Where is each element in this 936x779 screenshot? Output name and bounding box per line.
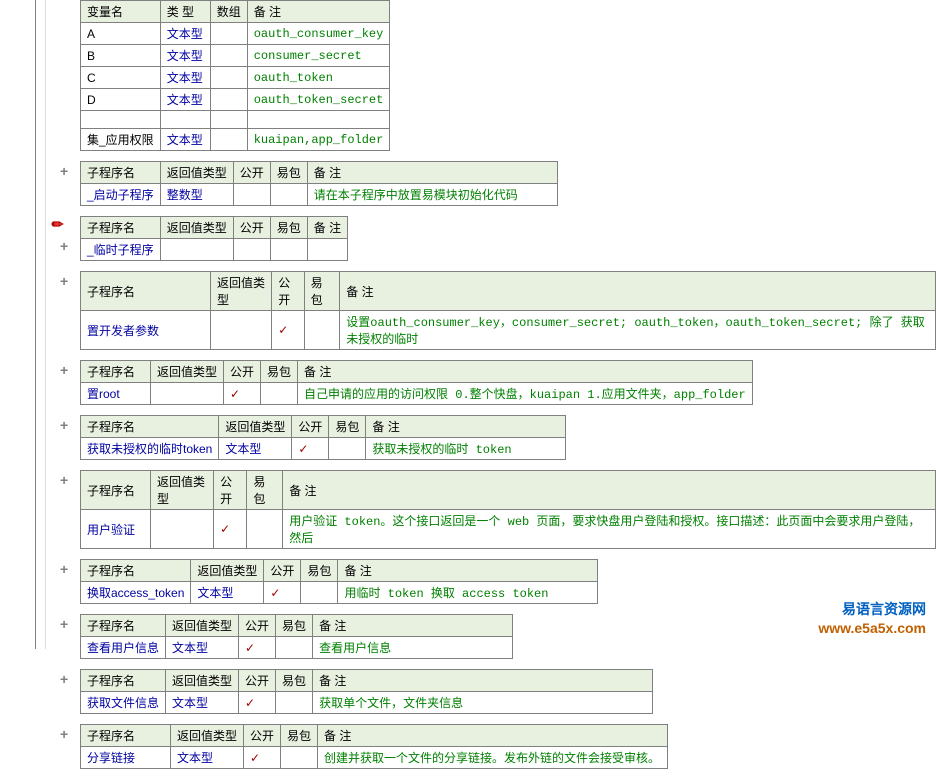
- table-row[interactable]: 获取文件信息文本型✓获取单个文件，文件夹信息: [81, 692, 653, 714]
- expand-icon[interactable]: +: [60, 236, 68, 256]
- watermark: 易语言资源网 www.e5a5x.com: [818, 600, 926, 639]
- expand-icon[interactable]: +: [60, 559, 68, 579]
- left-gutter: [0, 0, 30, 779]
- expand-icon[interactable]: +: [60, 271, 68, 291]
- subprocedure-block: + 子程序名返回值类型公开易包备 注 置开发者参数✓设置oauth_consum…: [80, 271, 936, 350]
- subprocedure-block: + 子程序名返回值类型公开易包备 注 分享链接文本型✓创建并获取一个文件的分享链…: [80, 724, 936, 769]
- variable-table: 变量名 类 型 数组 备 注 A文本型oauth_consumer_key B文…: [80, 0, 390, 151]
- content-area: 变量名 类 型 数组 备 注 A文本型oauth_consumer_key B文…: [30, 0, 936, 779]
- table-row[interactable]: _启动子程序整数型请在本子程序中放置易模块初始化代码: [81, 184, 558, 206]
- table-row[interactable]: A文本型oauth_consumer_key: [81, 23, 390, 45]
- subprocedure-table: 子程序名返回值类型公开易包备 注 获取未授权的临时token文本型✓获取未授权的…: [80, 415, 566, 460]
- table-row[interactable]: 获取未授权的临时token文本型✓获取未授权的临时 token: [81, 438, 566, 460]
- table-row[interactable]: 换取access_token文本型✓用临时 token 换取 access to…: [81, 582, 598, 604]
- subprocedure-table: 子程序名返回值类型公开易包备 注 置root✓自己申请的应用的访问权限 0.整个…: [80, 360, 753, 405]
- subprocedure-table: 子程序名返回值类型公开易包备 注 置开发者参数✓设置oauth_consumer…: [80, 271, 936, 350]
- subprocedure-table: 子程序名返回值类型公开易包备 注 _启动子程序整数型请在本子程序中放置易模块初始…: [80, 161, 558, 206]
- variable-table-block: 变量名 类 型 数组 备 注 A文本型oauth_consumer_key B文…: [80, 0, 936, 151]
- header-varname: 变量名: [81, 1, 161, 23]
- expand-icon[interactable]: +: [60, 161, 68, 181]
- main-container: 变量名 类 型 数组 备 注 A文本型oauth_consumer_key B文…: [0, 0, 936, 779]
- expand-icon[interactable]: +: [60, 669, 68, 689]
- table-row[interactable]: [81, 111, 390, 129]
- subprocedure-table: 子程序名返回值类型公开易包备 注 查看用户信息文本型✓查看用户信息: [80, 614, 513, 659]
- table-row[interactable]: 用户验证✓用户验证 token。这个接口返回是一个 web 页面，要求快盘用户登…: [81, 510, 936, 549]
- subprocedure-block: ✎ + 子程序名返回值类型公开易包备 注 _临时子程序: [80, 216, 936, 261]
- subprocedure-table: 子程序名返回值类型公开易包备 注 分享链接文本型✓创建并获取一个文件的分享链接。…: [80, 724, 668, 769]
- table-row[interactable]: _临时子程序: [81, 239, 348, 261]
- table-row[interactable]: 查看用户信息文本型✓查看用户信息: [81, 637, 513, 659]
- subprocedure-block: + 子程序名返回值类型公开易包备 注 _启动子程序整数型请在本子程序中放置易模块…: [80, 161, 936, 206]
- subprocedure-block: + 子程序名返回值类型公开易包备 注 置root✓自己申请的应用的访问权限 0.…: [80, 360, 936, 405]
- header-array: 数组: [210, 1, 247, 23]
- expand-icon[interactable]: +: [60, 415, 68, 435]
- table-row[interactable]: C文本型oauth_token: [81, 67, 390, 89]
- expand-icon[interactable]: +: [60, 470, 68, 490]
- expand-icon[interactable]: +: [60, 614, 68, 634]
- watermark-url: www.e5a5x.com: [818, 619, 926, 639]
- table-row[interactable]: 置开发者参数✓设置oauth_consumer_key，consumer_sec…: [81, 311, 936, 350]
- subprocedure-block: + 子程序名返回值类型公开易包备 注 获取未授权的临时token文本型✓获取未授…: [80, 415, 936, 460]
- subprocedure-block: + 子程序名返回值类型公开易包备 注 换取access_token文本型✓用临时…: [80, 559, 936, 604]
- subprocedure-table: 子程序名返回值类型公开易包备 注 换取access_token文本型✓用临时 t…: [80, 559, 598, 604]
- header-type: 类 型: [160, 1, 210, 23]
- subprocedure-block: + 子程序名返回值类型公开易包备 注 用户验证✓用户验证 token。这个接口返…: [80, 470, 936, 549]
- subprocedure-block: + 子程序名返回值类型公开易包备 注 获取文件信息文本型✓获取单个文件，文件夹信…: [80, 669, 936, 714]
- subprocedure-block: + 子程序名返回值类型公开易包备 注 查看用户信息文本型✓查看用户信息: [80, 614, 936, 659]
- table-row[interactable]: 置root✓自己申请的应用的访问权限 0.整个快盘，kuaipan 1.应用文件…: [81, 383, 753, 405]
- subprocedure-table: 子程序名返回值类型公开易包备 注 获取文件信息文本型✓获取单个文件，文件夹信息: [80, 669, 653, 714]
- table-row[interactable]: B文本型consumer_secret: [81, 45, 390, 67]
- table-row[interactable]: 分享链接文本型✓创建并获取一个文件的分享链接。发布外链的文件会接受审核。: [81, 747, 668, 769]
- subprocedure-table: 子程序名返回值类型公开易包备 注 用户验证✓用户验证 token。这个接口返回是…: [80, 470, 936, 549]
- expand-icon[interactable]: +: [60, 360, 68, 380]
- table-header-row: 变量名 类 型 数组 备 注: [81, 1, 390, 23]
- table-row[interactable]: D文本型oauth_token_secret: [81, 89, 390, 111]
- expand-icon[interactable]: +: [60, 724, 68, 744]
- watermark-title: 易语言资源网: [818, 600, 926, 620]
- table-row[interactable]: 集_应用权限文本型kuaipan,app_folder: [81, 129, 390, 151]
- subprocedure-table: 子程序名返回值类型公开易包备 注 _临时子程序: [80, 216, 348, 261]
- header-note: 备 注: [247, 1, 390, 23]
- edit-marker-icon: ✎: [48, 214, 68, 234]
